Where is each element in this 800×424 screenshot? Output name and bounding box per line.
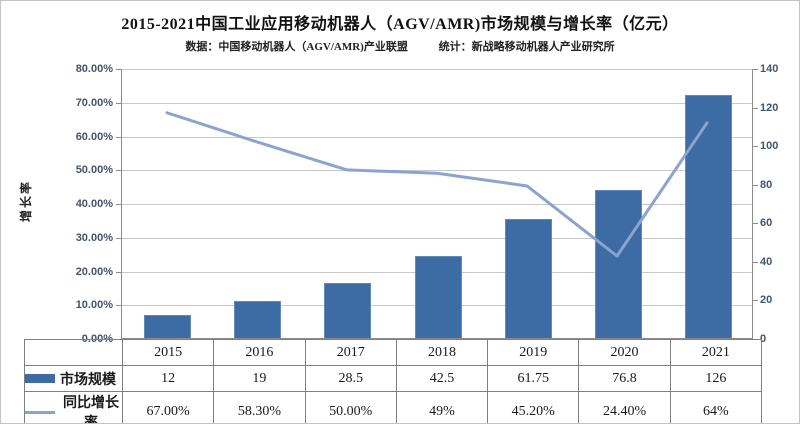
market-size-cell: 76.8 <box>578 365 671 392</box>
right-axis-tick-label: 0 <box>760 333 767 345</box>
gridline <box>122 237 752 239</box>
bar-2019 <box>504 218 552 338</box>
market-size-cell: 28.5 <box>304 365 397 392</box>
market-size-cell: 12 <box>121 365 215 392</box>
year-cell: 2019 <box>487 339 580 366</box>
right-axis-tick-label: 60 <box>760 217 773 230</box>
left-axis-tick <box>116 271 121 273</box>
right-axis-tick-label: 100 <box>760 140 779 153</box>
growth-rate-cell: 50.00% <box>304 391 397 423</box>
left-axis-tick-label: 80.00% <box>75 63 113 75</box>
right-axis-tick <box>753 107 758 109</box>
right-axis-tick <box>753 261 758 263</box>
right-axis-tick <box>753 184 758 186</box>
chart-subtitle: 数据：中国移动机器人（AGV/AMR)产业联盟 统计：新战略移动机器人产业研究所 <box>1 38 799 54</box>
market-size-cell: 61.75 <box>487 365 580 392</box>
legend-market-size: 市场规模 <box>24 365 123 392</box>
growth-rate-cell: 24.40% <box>578 391 671 423</box>
gridline <box>122 136 752 138</box>
plot-area <box>121 69 753 339</box>
left-axis-tick-label: 50.00% <box>75 164 113 177</box>
year-cell: 2021 <box>669 339 762 366</box>
right-axis-tick-label: 40 <box>760 255 773 268</box>
year-cell: 2018 <box>395 339 489 366</box>
left-axis-tick-label: 70.00% <box>75 96 113 109</box>
bar-legend-swatch-icon <box>25 374 55 383</box>
data-table: 2015 2016 2017 2018 2019 2020 2021 市场规模 12 19 28.5… <box>24 339 762 424</box>
year-cell: 2020 <box>578 339 671 366</box>
growth-rate-cell: 45.20% <box>487 391 580 423</box>
left-axis-tick <box>116 102 121 104</box>
left-axis-tick <box>116 170 121 172</box>
legend-label: 市场规模 <box>60 372 116 388</box>
market-size-cell: 19 <box>213 365 306 392</box>
stat-source-note: 统计：新战略移动机器人产业研究所 <box>438 41 615 53</box>
growth-rate-line <box>165 111 709 258</box>
chart-title: 2015-2021中国工业应用移动机器人（AGV/AMR)市场规模与增长率（亿元… <box>121 16 679 33</box>
bar-2021 <box>685 95 733 338</box>
right-axis-tick <box>753 223 758 225</box>
left-axis-tick <box>116 204 121 205</box>
left-axis-tick-label: 60.00% <box>75 130 113 143</box>
growth-rate-cell: 64% <box>669 391 762 423</box>
year-cell: 2017 <box>304 339 397 366</box>
left-axis-tick <box>116 136 121 138</box>
bar-2017 <box>324 283 372 338</box>
growth-rate-cell: 49% <box>395 391 489 423</box>
gridline <box>122 102 752 104</box>
bar-2020 <box>595 189 643 338</box>
left-axis-tick <box>116 69 121 70</box>
right-axis-tick-label: 140 <box>760 63 779 75</box>
data-source-note: 数据：中国移动机器人（AGV/AMR)产业联盟 <box>185 41 408 53</box>
legend-growth-rate: 同比增长率 <box>24 391 123 424</box>
right-axis-tick-label: 80 <box>760 178 773 191</box>
line-legend-swatch-icon <box>25 410 55 414</box>
right-axis-tick-label: 120 <box>760 101 779 114</box>
left-axis-tick-label: 10.00% <box>75 299 113 312</box>
growth-rate-cell: 67.00% <box>121 391 215 423</box>
legend-spacer <box>24 339 123 366</box>
left-axis-tick-label: 40.00% <box>75 198 113 210</box>
year-cell: 2015 <box>121 339 215 366</box>
gridline <box>122 170 752 172</box>
legend-label: 同比增长率 <box>63 396 119 424</box>
left-axis-tick <box>116 305 121 307</box>
gridline <box>122 69 752 70</box>
bar-2018 <box>414 256 462 338</box>
line-series <box>165 111 709 258</box>
left-axis-tick <box>116 237 121 239</box>
left-axis-tick-label: 20.00% <box>75 265 113 278</box>
left-axis-tick-label: 30.00% <box>75 231 113 244</box>
growth-rate-cell: 58.30% <box>213 391 306 423</box>
market-size-cell: 42.5 <box>395 365 489 392</box>
right-axis-tick-label: 20 <box>760 294 773 307</box>
gridline <box>122 204 752 205</box>
bar-2015 <box>143 314 191 338</box>
right-axis-tick <box>753 146 758 148</box>
right-axis-tick <box>753 69 758 70</box>
market-size-cell: 126 <box>669 365 762 392</box>
year-cell: 2016 <box>213 339 306 366</box>
right-axis-tick <box>753 300 758 302</box>
bar-2016 <box>233 301 281 338</box>
